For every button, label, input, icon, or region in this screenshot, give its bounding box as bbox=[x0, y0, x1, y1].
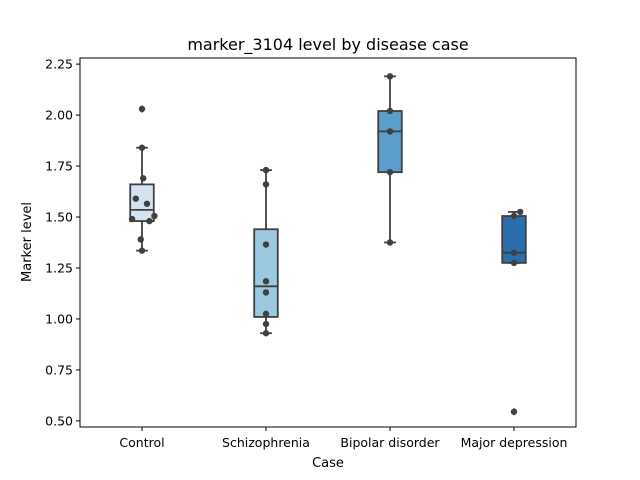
box-group-3 bbox=[501, 211, 527, 416]
axes: 0.50 0.75 1.00 1.25 1.50 1.75 2.00 2.25 Control S… bbox=[45, 57, 577, 450]
y-tick-label: 2.00 bbox=[45, 108, 73, 123]
data-point bbox=[517, 208, 524, 216]
data-point bbox=[262, 320, 270, 328]
data-point bbox=[262, 289, 270, 296]
box bbox=[377, 110, 403, 174]
data-point bbox=[386, 73, 394, 80]
data-point bbox=[262, 241, 270, 248]
data-point bbox=[262, 166, 270, 174]
x-axis-label: Case bbox=[312, 456, 344, 471]
data-point bbox=[138, 247, 146, 254]
data-point bbox=[386, 107, 394, 115]
data-point bbox=[132, 195, 139, 202]
data-point bbox=[262, 310, 270, 318]
chart-title: marker_3104 level by disease case bbox=[187, 35, 468, 55]
data-point bbox=[262, 278, 270, 285]
data-point bbox=[138, 105, 146, 113]
box-group-1 bbox=[253, 169, 279, 335]
x-tick-label: Control bbox=[119, 435, 164, 450]
data-point bbox=[140, 175, 147, 182]
data-point bbox=[128, 215, 136, 223]
data-point bbox=[143, 200, 151, 207]
y-tick-label: 1.25 bbox=[45, 260, 73, 275]
data-point bbox=[151, 212, 158, 220]
y-tick-label: 2.25 bbox=[45, 57, 73, 72]
y-tick-label: 1.00 bbox=[45, 311, 73, 326]
plot-frame bbox=[79, 57, 577, 428]
x-tick-label: Bipolar disorder bbox=[340, 435, 440, 450]
data-point bbox=[510, 408, 518, 415]
data-point bbox=[386, 128, 394, 135]
data-point bbox=[510, 259, 518, 267]
data-point bbox=[262, 330, 270, 337]
box-group-2 bbox=[377, 75, 403, 244]
x-tick-label: Major depression bbox=[461, 435, 568, 450]
data-point bbox=[510, 212, 518, 220]
y-tick-label: 0.50 bbox=[45, 413, 73, 428]
data-point bbox=[146, 217, 153, 225]
box bbox=[129, 183, 155, 222]
data-point bbox=[138, 144, 146, 151]
data-point bbox=[510, 249, 518, 256]
y-tick-label: 1.75 bbox=[45, 159, 73, 174]
data-point bbox=[386, 168, 394, 176]
y-tick-label: 1.50 bbox=[45, 210, 73, 225]
data-point bbox=[386, 239, 394, 246]
box-group-0 bbox=[129, 104, 155, 252]
plot-area bbox=[128, 73, 527, 416]
y-axis-label: Marker level bbox=[20, 202, 35, 282]
data-point bbox=[262, 181, 270, 188]
y-tick-label: 0.75 bbox=[45, 362, 73, 377]
data-point bbox=[137, 236, 144, 243]
x-tick-label: Schizophrenia bbox=[222, 435, 310, 450]
